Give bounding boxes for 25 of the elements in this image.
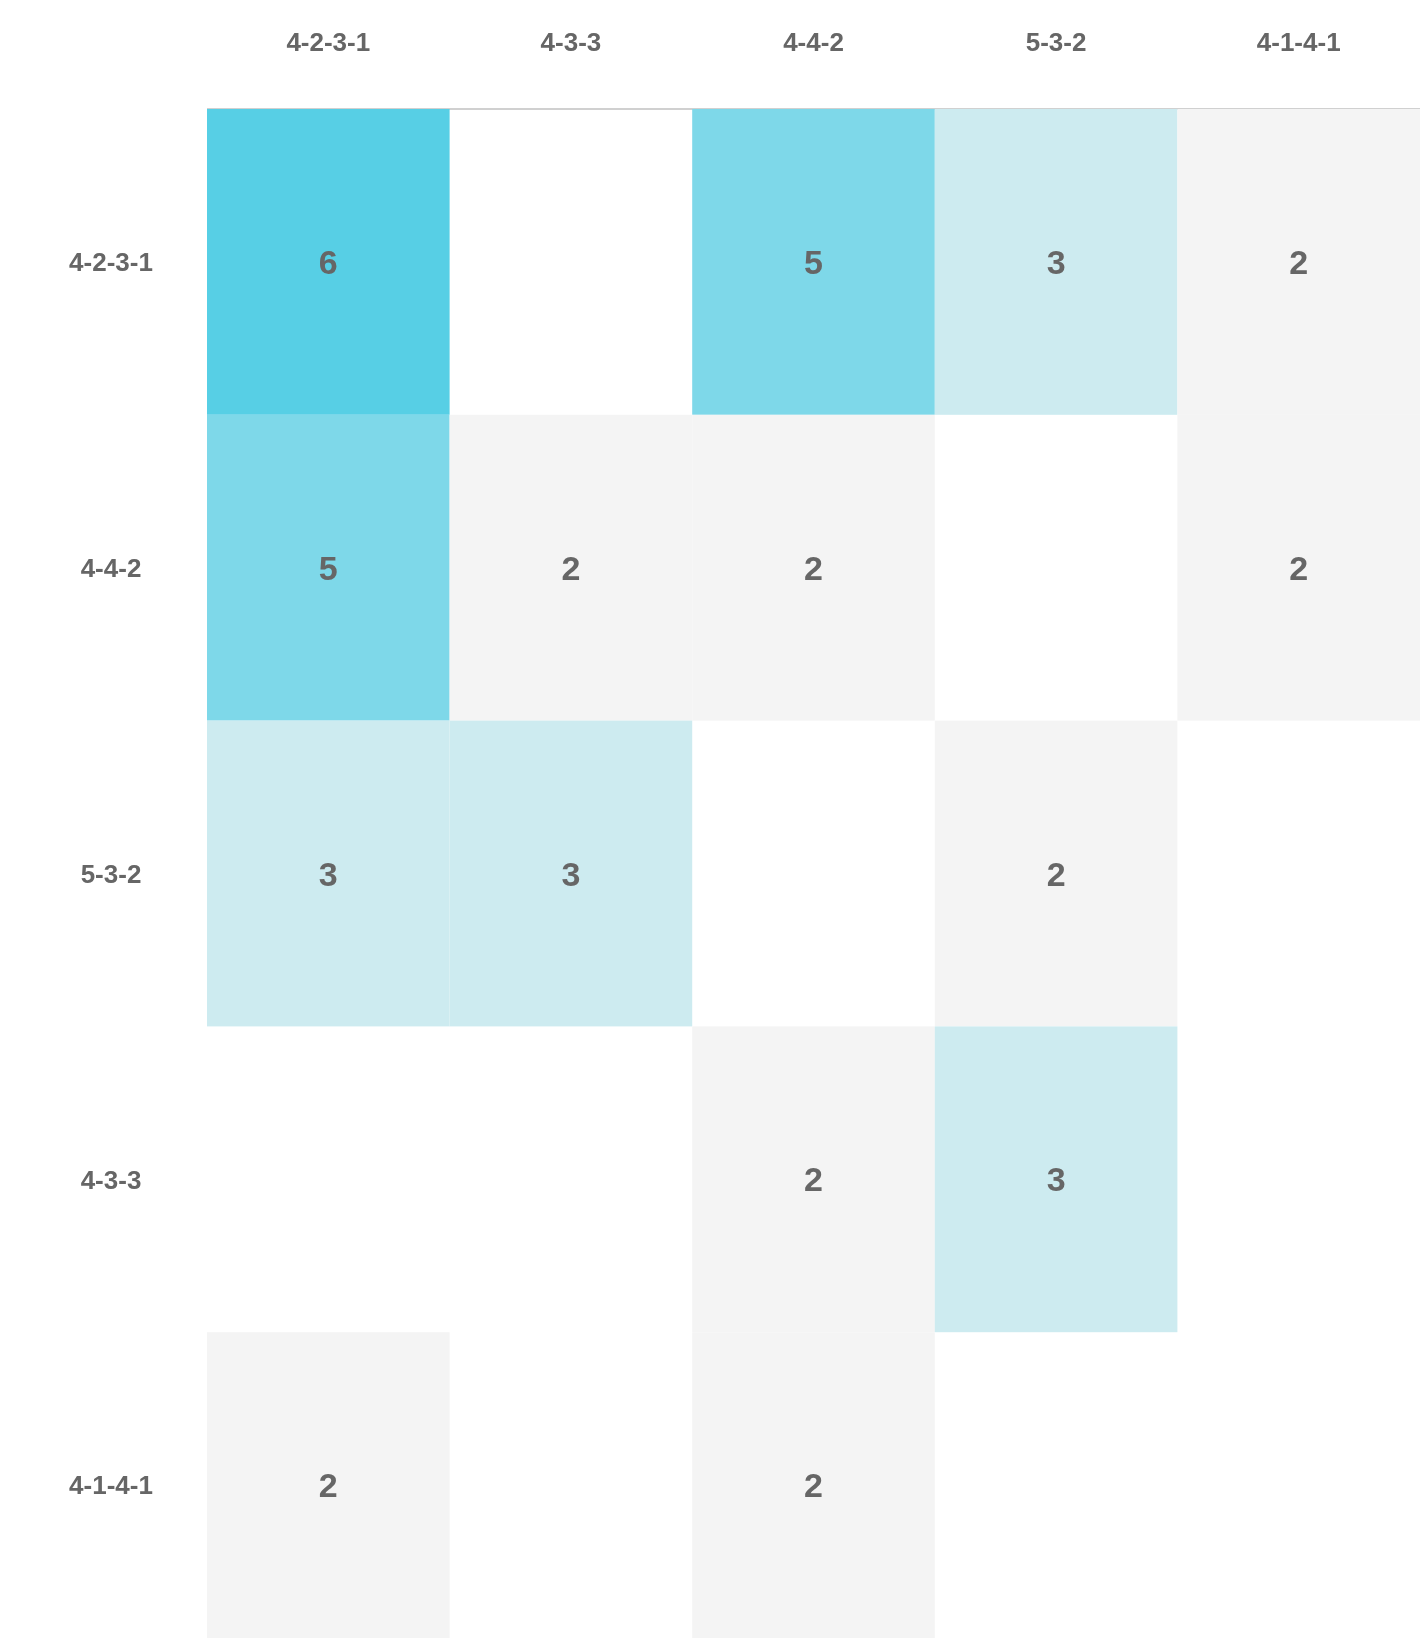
data-label: 3 [318,854,338,893]
x-tick-label: 4-3-3 [540,27,602,57]
y-tick-label: 5-3-2 [80,858,142,889]
data-label: 3 [561,854,581,893]
data-label: 3 [1046,1160,1066,1199]
data-label: 2 [1289,242,1309,281]
data-label: 5 [318,548,338,587]
data-label: 5 [804,242,823,281]
y-tick-label: 4-3-3 [80,1164,142,1195]
y-tick-label: 4-1-4-1 [69,1470,153,1501]
data-label: 2 [1046,854,1066,893]
x-tick-label: 4-4-2 [783,27,844,57]
data-label: 6 [318,242,338,281]
data-label: 2 [561,548,581,587]
y-tick-label: 4-2-3-1 [69,247,153,278]
x-tick-label: 4-1-4-1 [1256,27,1341,57]
data-label: 2 [318,1466,338,1505]
data-label: 2 [804,548,823,587]
data-label: 2 [1289,548,1309,587]
x-tick-label: 5-3-2 [1025,27,1087,57]
data-label: 3 [1046,242,1066,281]
y-tick-label: 4-4-2 [80,552,142,583]
data-label: 2 [804,1160,823,1199]
x-tick-label: 4-2-3-1 [286,27,371,57]
data-label: 2 [804,1466,823,1505]
